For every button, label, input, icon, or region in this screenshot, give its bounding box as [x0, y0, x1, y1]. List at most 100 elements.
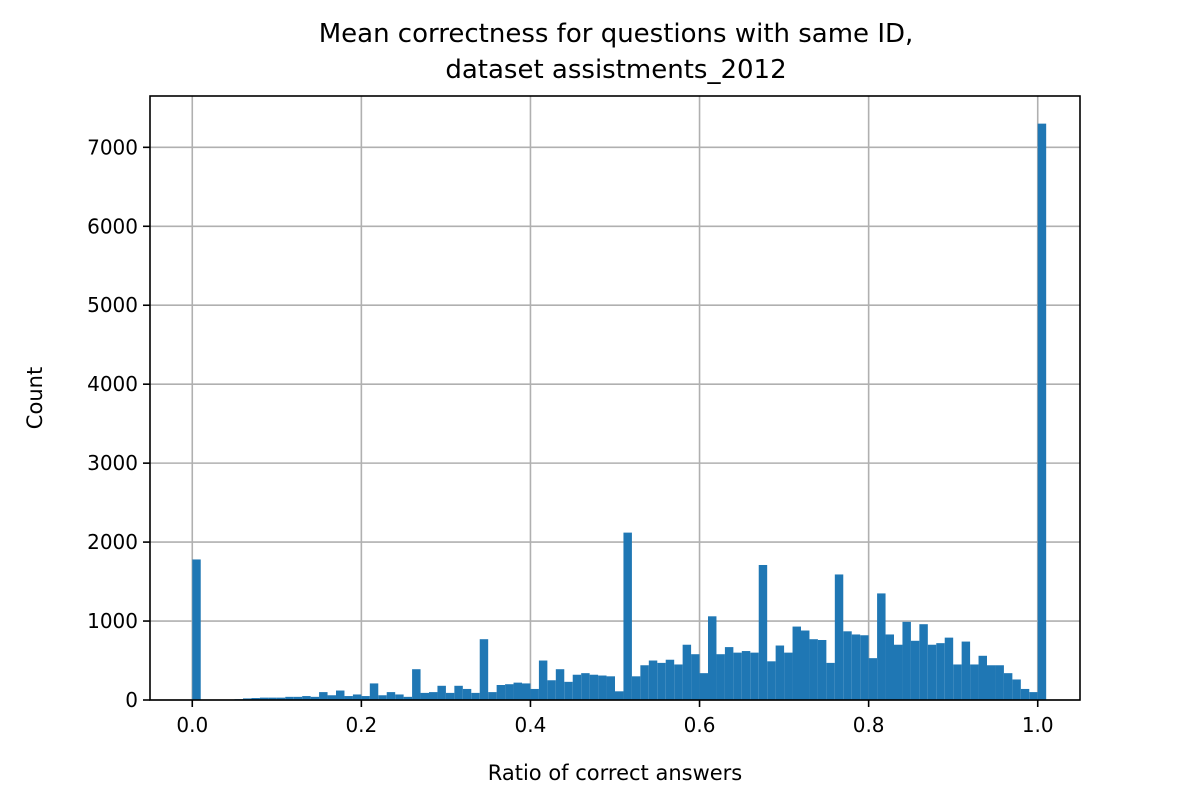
- histogram-bar: [454, 685, 463, 700]
- histogram-bar: [530, 688, 539, 700]
- histogram-bar: [691, 654, 700, 700]
- y-axis-label: Count: [23, 367, 47, 429]
- histogram-bar: [572, 674, 582, 700]
- histogram-bar: [674, 664, 683, 700]
- histogram-bar: [505, 684, 514, 700]
- histogram-bar: [682, 644, 692, 700]
- x-tick-label: 0.8: [853, 713, 885, 737]
- histogram-bar: [817, 639, 827, 700]
- histogram-bar: [801, 630, 810, 700]
- histogram-bar: [615, 691, 624, 700]
- histogram-bar: [522, 683, 531, 700]
- histogram-bar: [1003, 673, 1013, 700]
- histogram-bar: [259, 697, 269, 700]
- y-tick-label: 7000: [87, 135, 138, 159]
- histogram-bar: [987, 665, 996, 700]
- histogram-bar: [403, 696, 413, 700]
- histogram-bar: [251, 698, 260, 700]
- histogram-bar: [276, 697, 286, 700]
- histogram-bar: [792, 626, 801, 700]
- histogram-bar: [716, 654, 725, 700]
- histogram-bar: [834, 574, 844, 700]
- histogram-bar: [471, 692, 480, 700]
- histogram-bar: [420, 692, 429, 700]
- histogram-bar: [750, 652, 759, 700]
- histogram-bar: [927, 644, 937, 700]
- histogram-bar: [860, 635, 869, 700]
- histogram-bar: [369, 683, 379, 700]
- histogram-bar: [555, 669, 565, 700]
- histogram-bar: [293, 696, 303, 700]
- histogram-bar: [919, 624, 928, 700]
- histogram-bar: [995, 665, 1004, 700]
- histogram-bars: [192, 123, 1047, 701]
- histogram-bar: [429, 692, 438, 700]
- histogram-bar: [344, 696, 353, 700]
- x-axis-label: Ratio of correct answers: [488, 761, 743, 785]
- histogram-bar: [319, 692, 328, 700]
- y-tick-label: 3000: [87, 451, 138, 475]
- histogram-bar: [724, 647, 734, 700]
- x-tick-label: 1.0: [1022, 713, 1054, 737]
- histogram-bar: [877, 593, 886, 700]
- histogram-bar: [970, 664, 979, 700]
- histogram-bar: [868, 658, 878, 700]
- histogram-bar: [1037, 123, 1047, 701]
- histogram-bar: [623, 532, 632, 700]
- plot-frame: [149, 95, 1081, 701]
- histogram-bar: [361, 696, 370, 700]
- histogram-bar: [445, 692, 455, 700]
- histogram-bar: [496, 684, 506, 700]
- histogram-bar: [479, 639, 489, 700]
- histogram-bar: [640, 665, 649, 700]
- histogram-bar: [741, 651, 751, 700]
- y-tick-label: 4000: [87, 372, 138, 396]
- x-tick-label: 0.2: [345, 713, 377, 737]
- histogram-bar: [699, 673, 708, 700]
- histogram-bar: [378, 695, 387, 700]
- histogram-bar: [462, 688, 472, 700]
- histogram-bar: [953, 664, 962, 700]
- histogram-bar: [826, 662, 835, 700]
- histogram-bar: [598, 675, 607, 700]
- histogram-bar: [758, 564, 768, 700]
- x-tick-label: 0.4: [515, 713, 547, 737]
- histogram-bar: [437, 685, 446, 700]
- y-tick-label: 6000: [87, 214, 138, 238]
- histogram-bar: [581, 673, 590, 700]
- y-tick-label: 0: [125, 688, 138, 712]
- histogram-bar: [310, 696, 320, 700]
- histogram-bar: [843, 631, 852, 700]
- histogram-bar: [336, 690, 345, 700]
- histogram-bar: [285, 696, 294, 700]
- x-tick-label: 0.0: [176, 713, 208, 737]
- histogram-bar: [1029, 692, 1038, 700]
- histogram-bar: [1020, 688, 1030, 700]
- histogram-bar: [961, 641, 971, 700]
- histogram-bar: [902, 621, 911, 700]
- y-tick-label: 2000: [87, 530, 138, 554]
- x-tick-label: 0.6: [684, 713, 716, 737]
- histogram-bar: [352, 694, 362, 700]
- chart-title-line-1: Mean correctness for questions with same…: [319, 19, 914, 49]
- histogram-bar: [386, 692, 396, 700]
- axis-ticks: 0.0 0.2 0.4 0.6 0.8 1.0 0 1000 2000 3000 4000 5000 6…: [87, 135, 1054, 737]
- histogram-bar: [268, 697, 277, 700]
- histogram-bar: [775, 645, 785, 700]
- histogram-bar: [606, 676, 615, 700]
- histogram-bar: [513, 682, 522, 700]
- histogram-bar: [412, 669, 421, 700]
- histogram-bar: [894, 644, 903, 700]
- histogram-bar: [648, 660, 658, 700]
- histogram-bar: [851, 634, 861, 700]
- histogram-bar: [1012, 679, 1021, 700]
- chart-title-line-2: dataset assistments_2012: [445, 55, 786, 85]
- histogram-bar: [910, 640, 920, 700]
- histogram-bar: [327, 695, 336, 700]
- histogram-bar: [488, 692, 497, 700]
- histogram-bar: [665, 659, 675, 700]
- histogram-bar: [784, 652, 793, 700]
- histogram-bar: [767, 661, 776, 700]
- histogram-bar: [733, 652, 742, 700]
- histogram-bar: [589, 674, 599, 700]
